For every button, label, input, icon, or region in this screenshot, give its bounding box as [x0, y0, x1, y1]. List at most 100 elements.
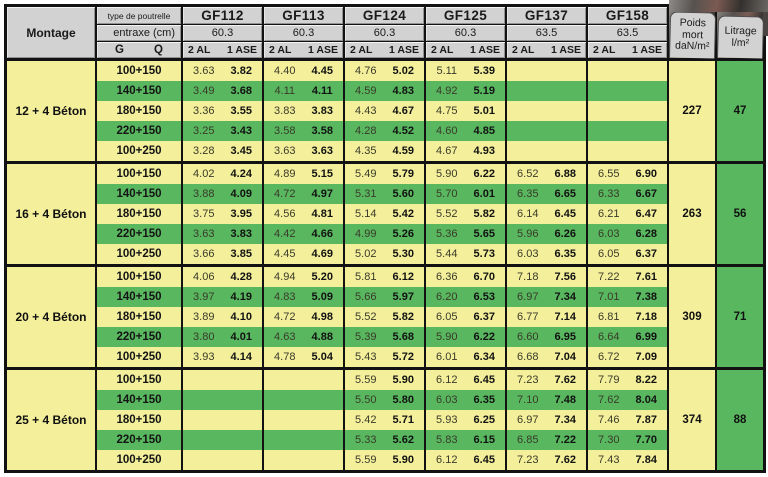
value-2al: 6.21	[598, 208, 620, 220]
value-2al: 6.97	[517, 291, 539, 303]
montage-block: 25 + 4 Béton 100+150 5.59 5.90 6.12 6.45 7.23 7…	[7, 370, 763, 470]
value-2al: 4.78	[274, 351, 296, 363]
value-1ase: 4.88	[311, 331, 333, 343]
value-2al: 6.03	[436, 394, 458, 406]
data-cell: 6.36 6.70	[426, 267, 505, 287]
data-cell: 4.92 5.19	[426, 81, 505, 101]
entraxe-value: 60.3	[426, 25, 505, 41]
data-cell: 6.05 6.37	[588, 244, 667, 264]
value-1ase: 5.73	[473, 248, 495, 260]
value-1ase: 4.45	[311, 65, 333, 77]
data-cell: 6.81 7.18	[588, 307, 667, 327]
value-1ase: 4.28	[230, 271, 252, 283]
data-cell: 3.49 3.68	[183, 81, 262, 101]
value-1ase: 5.30	[392, 248, 414, 260]
data-cell: 6.52 6.88	[507, 164, 586, 184]
value-1ase: 8.22	[635, 374, 657, 386]
value-1ase: 5.04	[311, 351, 333, 363]
data-cell: 5.49 5.79	[345, 164, 424, 184]
montage-label: 25 + 4 Béton	[7, 370, 95, 470]
data-cell: 5.93 6.25	[426, 410, 505, 430]
value-1ase: 4.24	[230, 168, 252, 180]
data-cell	[264, 370, 343, 390]
data-cell: 5.39 5.68	[345, 327, 424, 347]
value-2al: 6.01	[436, 351, 458, 363]
value-1ase: 5.42	[392, 208, 414, 220]
data-cell: 4.72 4.98	[264, 307, 343, 327]
value-2al: 6.64	[598, 331, 620, 343]
value-1ase: 4.10	[230, 311, 252, 323]
data-cell: 5.70 6.01	[426, 184, 505, 204]
value-1ase: 6.70	[473, 271, 495, 283]
value-1ase: 7.62	[554, 374, 576, 386]
value-1ase: 7.48	[554, 394, 576, 406]
value-1ase: 4.81	[311, 208, 333, 220]
value-2al: 6.05	[598, 248, 620, 260]
value-2al: 6.72	[598, 351, 620, 363]
value-2al: 7.62	[598, 394, 620, 406]
g-label: G	[115, 44, 124, 56]
value-1ase: 6.88	[554, 168, 576, 180]
value-2al: 6.68	[517, 351, 539, 363]
value-1ase: 4.98	[311, 311, 333, 323]
table-header: Montage type de poutrelle entraxe (cm) G Q GF…	[7, 7, 765, 59]
data-cell: 4.43 4.67	[345, 101, 424, 121]
value-1ase: 3.68	[230, 85, 252, 97]
data-cell: 7.22 7.61	[588, 267, 667, 287]
data-cell	[507, 141, 586, 161]
value-1ase: 5.62	[392, 434, 414, 446]
value-2al: 5.66	[355, 291, 377, 303]
data-cell: 6.55 6.90	[588, 164, 667, 184]
row-label: 100+250	[97, 244, 181, 264]
value-1ase: 6.90	[635, 168, 657, 180]
data-cell: 3.25 3.43	[183, 121, 262, 141]
value-2al: 5.52	[436, 208, 458, 220]
value-2al: 4.99	[355, 228, 377, 240]
value-1ase: 6.35	[554, 248, 576, 260]
data-cell	[588, 81, 667, 101]
data-cell: 6.05 6.37	[426, 307, 505, 327]
data-cell: 6.35 6.65	[507, 184, 586, 204]
data-cell: 5.83 6.15	[426, 430, 505, 450]
data-cell: 5.42 5.71	[345, 410, 424, 430]
data-cell: 5.44 5.73	[426, 244, 505, 264]
value-2al: 6.81	[598, 311, 620, 323]
value-2al: 7.22	[598, 271, 620, 283]
value-2al: 5.43	[355, 351, 377, 363]
montage-label: 20 + 4 Béton	[7, 267, 95, 367]
value-2al: 3.58	[274, 125, 296, 137]
data-cell: 7.30 7.70	[588, 430, 667, 450]
data-cell	[264, 430, 343, 450]
value-2al: 3.88	[193, 188, 215, 200]
data-cell: 5.66 5.97	[345, 287, 424, 307]
value-1ase: 4.69	[311, 248, 333, 260]
value-2al: 6.03	[517, 248, 539, 260]
value-2al: 6.03	[598, 228, 620, 240]
value-1ase: 6.22	[473, 168, 495, 180]
data-cell: 4.72 4.97	[264, 184, 343, 204]
value-1ase: 3.63	[311, 145, 333, 157]
value-2al: 4.67	[436, 145, 458, 157]
montage-header: Montage	[7, 7, 95, 58]
col-2al-label: 2 AL	[350, 44, 373, 56]
entraxe-label: entraxe (cm)	[97, 25, 181, 41]
value-1ase: 5.82	[473, 208, 495, 220]
data-cell: 5.81 6.12	[345, 267, 424, 287]
montage-block: 12 + 4 Béton 100+150 3.63 3.82 4.40 4.45 4.76 5…	[7, 61, 763, 161]
data-cell: 4.42 4.66	[264, 224, 343, 244]
value-2al: 6.85	[517, 434, 539, 446]
value-2al: 4.43	[355, 105, 377, 117]
data-cell: 6.03 6.35	[426, 390, 505, 410]
data-cell: 4.75 5.01	[426, 101, 505, 121]
value-1ase: 6.26	[554, 228, 576, 240]
value-2al: 7.23	[517, 454, 539, 466]
value-1ase: 6.22	[473, 331, 495, 343]
data-cell: 4.59 4.83	[345, 81, 424, 101]
data-cell	[588, 101, 667, 121]
value-2al: 5.36	[436, 228, 458, 240]
poids-header-wrap: Poids mort daN/m²	[669, 7, 717, 59]
value-2al: 6.55	[598, 168, 620, 180]
poids-mort-header: Poids mort daN/m²	[669, 11, 717, 59]
value-1ase: 5.90	[392, 374, 414, 386]
